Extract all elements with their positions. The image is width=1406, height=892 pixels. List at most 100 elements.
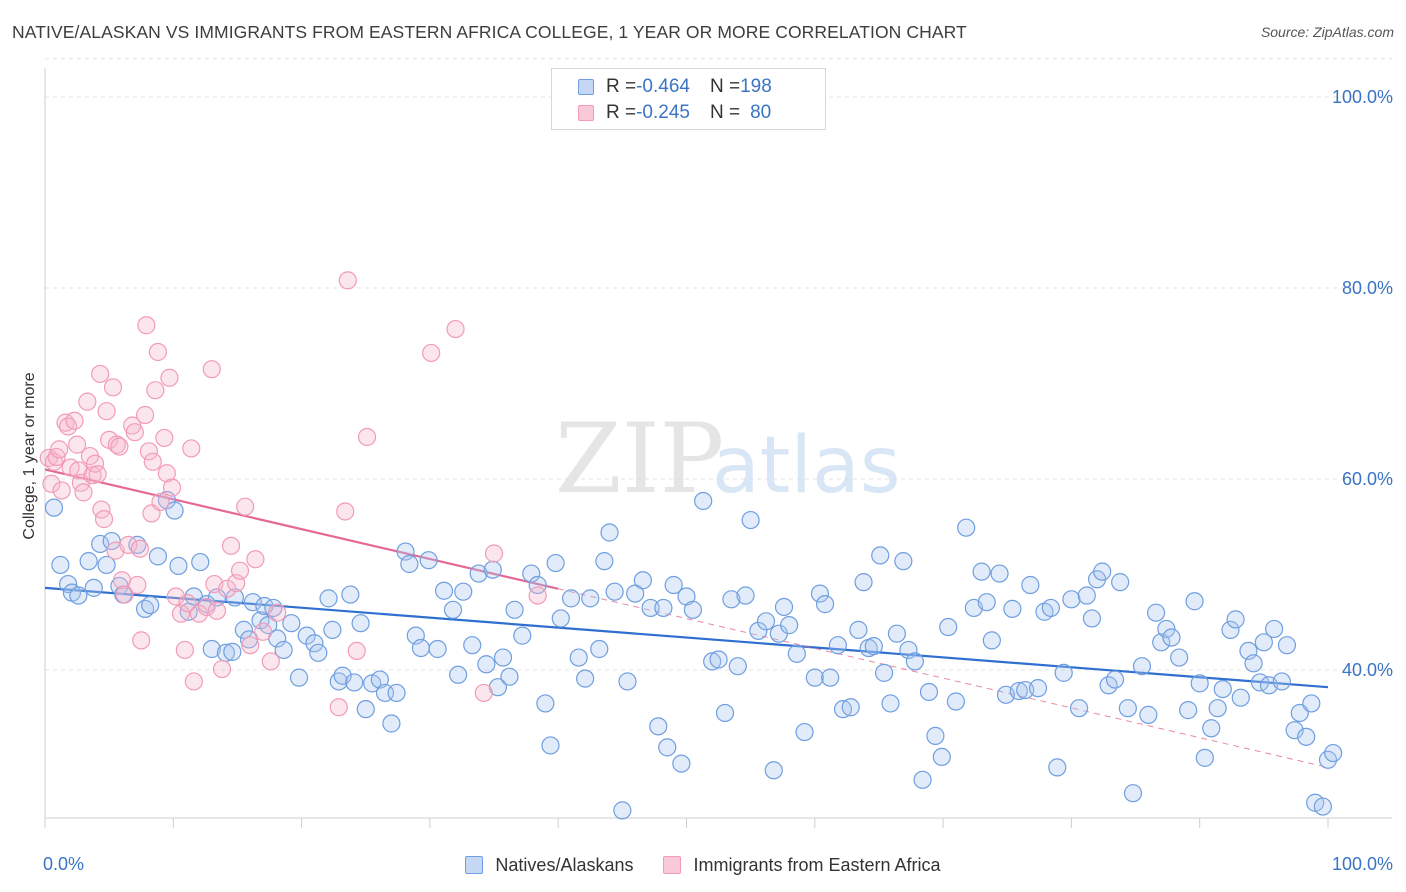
point-immigrants [110, 437, 129, 456]
point-immigrants [88, 465, 107, 484]
point-natives [736, 586, 755, 605]
point-natives [600, 523, 619, 542]
point-natives [239, 630, 259, 649]
point-natives [805, 668, 824, 687]
point-immigrants [115, 585, 134, 604]
point-immigrants [528, 586, 547, 605]
point-natives [626, 584, 645, 603]
point-natives [165, 501, 184, 520]
point-natives [1139, 705, 1158, 724]
point-natives [894, 552, 913, 571]
point-immigrants [132, 631, 151, 650]
point-immigrants [155, 428, 174, 448]
watermark-atlas: atlas [712, 421, 901, 511]
point-natives [787, 644, 806, 663]
point-immigrants [97, 402, 116, 421]
point-natives [1208, 699, 1227, 718]
point-natives [741, 510, 760, 530]
point-natives [939, 617, 958, 637]
point-immigrants [42, 474, 61, 493]
point-natives [982, 631, 1001, 650]
legend-row-natives: R = -0.464 N = 198 [578, 74, 772, 100]
point-immigrants [422, 343, 441, 363]
point-natives [400, 554, 419, 574]
series-legend-natives: Natives/Alaskans [465, 855, 633, 876]
chart-title: NATIVE/ALASKAN VS IMMIGRANTS FROM EASTER… [12, 22, 967, 42]
point-natives [946, 692, 966, 711]
point-natives [1077, 586, 1096, 605]
axes [44, 68, 1392, 828]
y-tick-label: 80.0% [1342, 278, 1393, 298]
point-natives [351, 614, 370, 633]
point-natives [1185, 592, 1204, 611]
legend-row-immigrants: R = -0.245 N = 80 [578, 100, 771, 126]
point-natives [977, 593, 996, 612]
point-natives [1146, 603, 1166, 622]
point-natives [1231, 688, 1250, 707]
point-natives [469, 564, 488, 583]
tick-labels: 100.0% 80.0% 60.0% 40.0% 0.0% 100.0% [43, 87, 1393, 874]
point-natives [1152, 633, 1171, 652]
point-natives [1118, 699, 1137, 718]
point-natives [434, 581, 454, 600]
x-tick-label: 100.0% [1332, 854, 1393, 874]
point-natives [919, 682, 939, 702]
point-natives [341, 585, 360, 604]
legend-r-label: R = [606, 76, 637, 97]
point-natives [926, 726, 945, 745]
point-natives [633, 571, 652, 590]
point-immigrants [221, 536, 241, 555]
point-natives [764, 761, 783, 780]
legend-r-label: R = [606, 102, 637, 123]
point-natives [234, 620, 253, 639]
point-natives [590, 639, 609, 659]
point-natives [1105, 670, 1125, 689]
legend-n-label: N = [709, 102, 741, 123]
point-natives [282, 614, 301, 633]
point-natives [1244, 654, 1263, 673]
point-natives [44, 498, 64, 517]
point-immigrants [230, 561, 250, 580]
legend-n-value: 80 [750, 102, 772, 123]
point-natives [1123, 784, 1143, 803]
point-immigrants [338, 271, 357, 290]
point-natives [715, 703, 735, 723]
point-natives [1221, 620, 1240, 639]
point-natives [905, 652, 924, 671]
point-natives [419, 551, 438, 570]
point-natives [828, 636, 847, 655]
point-natives [546, 553, 565, 573]
point-natives [541, 736, 560, 755]
point-immigrants [189, 604, 209, 623]
point-natives [1009, 681, 1028, 701]
point-immigrants [484, 544, 504, 563]
point-natives [1111, 573, 1130, 592]
point-immigrants [202, 360, 221, 379]
point-immigrants [178, 594, 197, 613]
point-natives [309, 643, 328, 662]
point-natives [749, 621, 768, 640]
point-immigrants [94, 510, 114, 529]
point-natives [319, 589, 338, 608]
point-immigrants [261, 652, 280, 671]
point-natives [694, 491, 713, 511]
point-immigrants [160, 368, 179, 387]
point-natives [932, 747, 951, 767]
point-immigrants [78, 392, 97, 411]
point-immigrants [91, 364, 110, 384]
point-natives [1003, 599, 1022, 618]
point-immigrants [241, 636, 260, 655]
point-natives [1277, 636, 1297, 655]
point-natives [51, 555, 70, 575]
point-immigrants [83, 466, 102, 485]
point-immigrants [182, 439, 201, 458]
point-natives [810, 584, 830, 603]
point-natives [463, 636, 482, 655]
point-immigrants [197, 597, 216, 617]
point-immigrants [65, 411, 84, 430]
point-natives [1062, 590, 1081, 609]
point-immigrants [347, 641, 366, 661]
point-natives [841, 698, 860, 717]
point-immigrants [125, 423, 144, 442]
